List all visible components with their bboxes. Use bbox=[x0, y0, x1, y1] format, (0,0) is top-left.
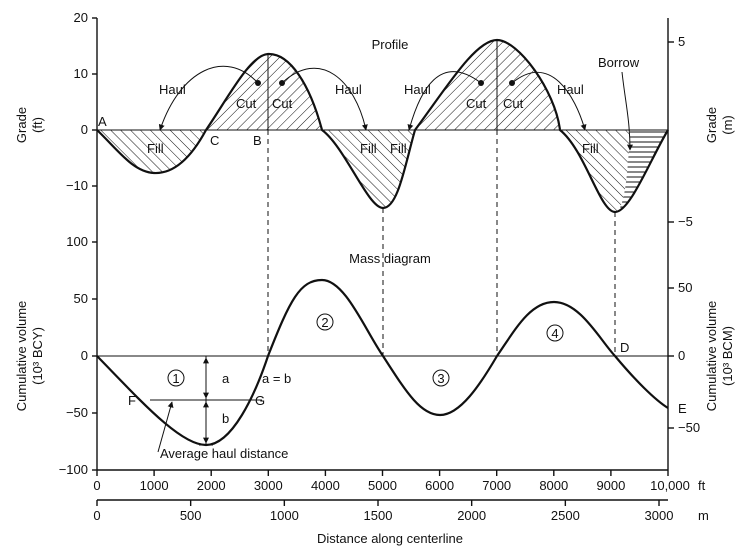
fill-region-2 bbox=[322, 130, 415, 208]
borrow-arrow bbox=[621, 71, 633, 151]
m-unit-label: m bbox=[698, 508, 709, 523]
point-d-label: D bbox=[620, 340, 629, 355]
mass-right-tick-neg50: −50 bbox=[678, 420, 700, 435]
profile-panel: 20 10 0 −10 5 −5 Grade (ft) Grade (m) Pr… bbox=[14, 10, 735, 242]
profile-right-label-2: (m) bbox=[720, 115, 735, 135]
borrow-region bbox=[615, 130, 668, 212]
region-2-label: 2 bbox=[321, 315, 328, 330]
a-equals-b-label: a = b bbox=[262, 371, 291, 386]
haul-arrow-1 bbox=[158, 65, 259, 131]
m-tick-label: 1000 bbox=[270, 508, 299, 523]
a-label: a bbox=[222, 371, 230, 386]
haul-label-3: Haul bbox=[404, 82, 431, 97]
profile-right-label-1: Grade bbox=[704, 107, 719, 143]
fill-region-1 bbox=[97, 130, 206, 174]
profile-right-tick-neg5: −5 bbox=[678, 214, 693, 229]
profile-title: Profile bbox=[372, 37, 409, 52]
mass-panel: 100 50 0 −50 −100 50 0 −50 Cumulative vo… bbox=[14, 234, 735, 477]
haul-label-2: Haul bbox=[335, 82, 362, 97]
mass-tick-neg50: −50 bbox=[66, 405, 88, 420]
ft-tick-label: 6000 bbox=[425, 478, 454, 493]
haul-arrow-3 bbox=[407, 71, 482, 131]
point-f-label: F bbox=[128, 393, 136, 408]
ft-tick-label: 2000 bbox=[197, 478, 226, 493]
ft-unit-label: ft bbox=[698, 478, 706, 493]
profile-tick-0: 0 bbox=[81, 122, 88, 137]
avg-haul-label: Average haul distance bbox=[160, 446, 288, 461]
profile-curve bbox=[96, 38, 669, 214]
mass-tick-neg100: −100 bbox=[59, 462, 88, 477]
ft-tick-label: 4000 bbox=[311, 478, 340, 493]
ft-tick-label: 7000 bbox=[482, 478, 511, 493]
cut-label-4: Cut bbox=[503, 96, 524, 111]
haul-arrow-4 bbox=[511, 71, 587, 131]
fill-label-4: Fill bbox=[582, 141, 599, 156]
profile-tick-20: 20 bbox=[74, 10, 88, 25]
profile-left-label-2: (ft) bbox=[30, 117, 45, 133]
region-4-label: 4 bbox=[551, 326, 558, 341]
profile-right-tick-5: 5 bbox=[678, 34, 685, 49]
point-c-label: C bbox=[210, 133, 219, 148]
ft-tick-label: 8000 bbox=[539, 478, 568, 493]
cut-region-2 bbox=[415, 40, 560, 130]
region-3-label: 3 bbox=[437, 371, 444, 386]
mass-right-label-1: Cumulative volume bbox=[704, 301, 719, 412]
fill-label-3: Fill bbox=[390, 141, 407, 156]
haul-label-4: Haul bbox=[557, 82, 584, 97]
cut-region-1 bbox=[206, 53, 322, 130]
m-tick-label: 1500 bbox=[364, 508, 393, 523]
m-tick-label: 2500 bbox=[551, 508, 580, 523]
cut-label-1: Cut bbox=[236, 96, 257, 111]
m-tick-label: 0 bbox=[93, 508, 100, 523]
transfer-lines bbox=[267, 130, 616, 356]
haul-label-1: Haul bbox=[159, 82, 186, 97]
avg-haul-arrow bbox=[157, 401, 174, 453]
mass-right-tick-50: 50 bbox=[678, 280, 692, 295]
point-a-label: A bbox=[98, 114, 107, 129]
m-tick-label: 3000 bbox=[645, 508, 674, 523]
point-e-label: E bbox=[678, 401, 687, 416]
mass-tick-100: 100 bbox=[66, 234, 88, 249]
mass-right-label-2: (10³ BCM) bbox=[720, 326, 735, 386]
region-1-label: 1 bbox=[172, 371, 179, 386]
haul-arrow-2 bbox=[281, 67, 368, 131]
ft-tick-label: 3000 bbox=[254, 478, 283, 493]
fill-label-1: Fill bbox=[147, 141, 164, 156]
m-tick-label: 500 bbox=[180, 508, 202, 523]
m-tick-label: 2000 bbox=[457, 508, 486, 523]
profile-tick-10: 10 bbox=[74, 66, 88, 81]
mass-tick-50: 50 bbox=[74, 291, 88, 306]
ft-tick-label: 0 bbox=[93, 478, 100, 493]
profile-tick-neg10: −10 bbox=[66, 178, 88, 193]
ft-tick-label: 5000 bbox=[368, 478, 397, 493]
ft-tick-label: 1000 bbox=[140, 478, 169, 493]
cut-label-3: Cut bbox=[466, 96, 487, 111]
x-axes: 0 1000 2000 3000 4000 5000 6000 7000 8000 9000 10,… bbox=[93, 469, 709, 546]
borrow-label: Borrow bbox=[598, 55, 640, 70]
profile-left-label-1: Grade bbox=[14, 107, 29, 143]
fill-label-2: Fill bbox=[360, 141, 377, 156]
x-axis-title: Distance along centerline bbox=[317, 531, 463, 546]
mass-curve bbox=[96, 278, 669, 447]
ft-tick-label: 9000 bbox=[596, 478, 625, 493]
b-label: b bbox=[222, 411, 229, 426]
mass-right-tick-0: 0 bbox=[678, 348, 685, 363]
mass-tick-0: 0 bbox=[81, 348, 88, 363]
point-b-label: B bbox=[253, 133, 262, 148]
mass-title: Mass diagram bbox=[349, 251, 431, 266]
mass-left-label-2: (10³ BCY) bbox=[30, 327, 45, 385]
point-g-label: G bbox=[255, 393, 265, 408]
mass-left-label-1: Cumulative volume bbox=[14, 301, 29, 412]
cut-label-2: Cut bbox=[272, 96, 293, 111]
ft-tick-label: 10,000 bbox=[650, 478, 690, 493]
